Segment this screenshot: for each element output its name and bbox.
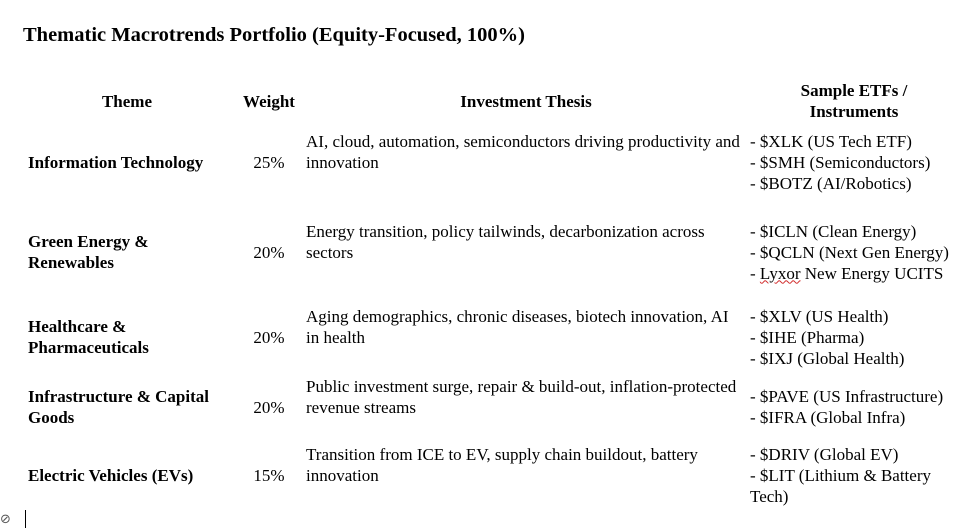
etf-item: - $PAVE (US Infrastructure) xyxy=(750,387,944,406)
thesis-cell: Aging demographics, chronic diseases, bi… xyxy=(302,302,750,372)
table-header-row: Theme Weight Investment Thesis Sample ET… xyxy=(18,80,958,122)
theme-cell: Green Energy & Renewables xyxy=(18,202,236,302)
table-row: Infrastructure & Capital Goods 20% Publi… xyxy=(18,372,958,442)
theme-name: Information Technology xyxy=(28,152,204,172)
etf-item-prefix: - xyxy=(750,263,760,283)
thesis-text: AI, cloud, automation, semiconductors dr… xyxy=(306,132,740,172)
partial-cursor-icon: ⊘ xyxy=(0,512,11,527)
thesis-text: Public investment surge, repair & build-… xyxy=(306,377,737,417)
theme-name: Electric Vehicles (EVs) xyxy=(28,465,194,485)
etf-item: - $LIT (Lithium & Battery Tech) xyxy=(750,465,931,506)
theme-name-cont: Goods xyxy=(28,408,75,427)
etf-item: - $ICLN (Clean Energy) xyxy=(750,221,917,241)
etf-cell: - $PAVE (US Infrastructure) - $IFRA (Glo… xyxy=(750,372,958,442)
etf-item: - $XLK (US Tech ETF) xyxy=(750,131,912,151)
theme-name-cont: Renewables xyxy=(28,253,114,272)
etf-item: - $IHE (Pharma) xyxy=(750,327,865,347)
table-row: Electric Vehicles (EVs) 15% Transition f… xyxy=(18,442,958,508)
weight-cell: 25% xyxy=(253,152,285,172)
thesis-cell: Energy transition, policy tailwinds, dec… xyxy=(302,202,750,302)
thesis-cell: AI, cloud, automation, semiconductors dr… xyxy=(302,122,750,202)
etf-item: - $QCLN (Next Gen Energy) xyxy=(750,242,949,262)
etf-cell: - $XLV (US Health) - $IHE (Pharma) - $IX… xyxy=(750,302,958,372)
theme-cell: Infrastructure & Capital Goods xyxy=(18,372,236,442)
thesis-text: Aging demographics, chronic diseases, bi… xyxy=(306,307,729,347)
etf-item: - $BOTZ (AI/Robotics) xyxy=(750,173,912,193)
document-title: Thematic Macrotrends Portfolio (Equity-F… xyxy=(23,24,525,46)
etf-item: - $IXJ (Global Health) xyxy=(750,348,905,368)
thesis-text: Energy transition, policy tailwinds, dec… xyxy=(306,222,705,262)
header-thesis: Investment Thesis xyxy=(460,91,592,111)
etf-item: - $SMH (Semiconductors) xyxy=(750,152,931,172)
theme-cell: Electric Vehicles (EVs) xyxy=(18,442,236,508)
table-row: Information Technology 25% AI, cloud, au… xyxy=(18,122,958,202)
weight-cell: 20% xyxy=(253,242,285,262)
portfolio-table: Theme Weight Investment Thesis Sample ET… xyxy=(18,80,958,508)
theme-cell: Information Technology xyxy=(18,122,236,202)
theme-name: Infrastructure & Capital xyxy=(28,387,209,406)
header-etfs: Sample ETFs / Instruments xyxy=(750,80,958,122)
etf-cell: - $XLK (US Tech ETF) - $SMH (Semiconduct… xyxy=(750,122,958,202)
etf-item-rest: New Energy UCITS xyxy=(800,263,944,283)
weight-cell: 15% xyxy=(253,465,285,485)
spellcheck-flagged-word[interactable]: Lyxor xyxy=(759,263,801,283)
table-row: Healthcare & Pharmaceuticals 20% Aging d… xyxy=(18,302,958,372)
theme-name-cont: Pharmaceuticals xyxy=(28,338,149,357)
text-insertion-caret xyxy=(25,510,26,528)
etf-item: - $XLV (US Health) xyxy=(750,306,889,326)
header-etfs-line2: Instruments xyxy=(809,102,899,121)
thesis-cell: Public investment surge, repair & build-… xyxy=(302,372,750,442)
header-etfs-line1: Sample ETFs / xyxy=(800,81,908,100)
etf-cell: - $ICLN (Clean Energy) - $QCLN (Next Gen… xyxy=(750,202,958,302)
etf-cell: - $DRIV (Global EV) - $LIT (Lithium & Ba… xyxy=(750,442,958,508)
weight-cell: 20% xyxy=(253,327,285,347)
thesis-text: Transition from ICE to EV, supply chain … xyxy=(306,445,698,485)
table-row: Green Energy & Renewables 20% Energy tra… xyxy=(18,202,958,302)
header-weight: Weight xyxy=(243,91,295,111)
thesis-cell: Transition from ICE to EV, supply chain … xyxy=(302,442,750,508)
etf-item: - $DRIV (Global EV) xyxy=(750,444,899,464)
header-theme: Theme xyxy=(101,91,153,111)
weight-cell: 20% xyxy=(253,397,285,417)
theme-name: Healthcare & xyxy=(28,317,127,336)
theme-cell: Healthcare & Pharmaceuticals xyxy=(18,302,236,372)
theme-name: Green Energy & xyxy=(28,232,149,251)
etf-item: - $IFRA (Global Infra) xyxy=(750,408,906,427)
etf-item-lyxor: - Lyxor New Energy UCITS xyxy=(750,263,952,284)
